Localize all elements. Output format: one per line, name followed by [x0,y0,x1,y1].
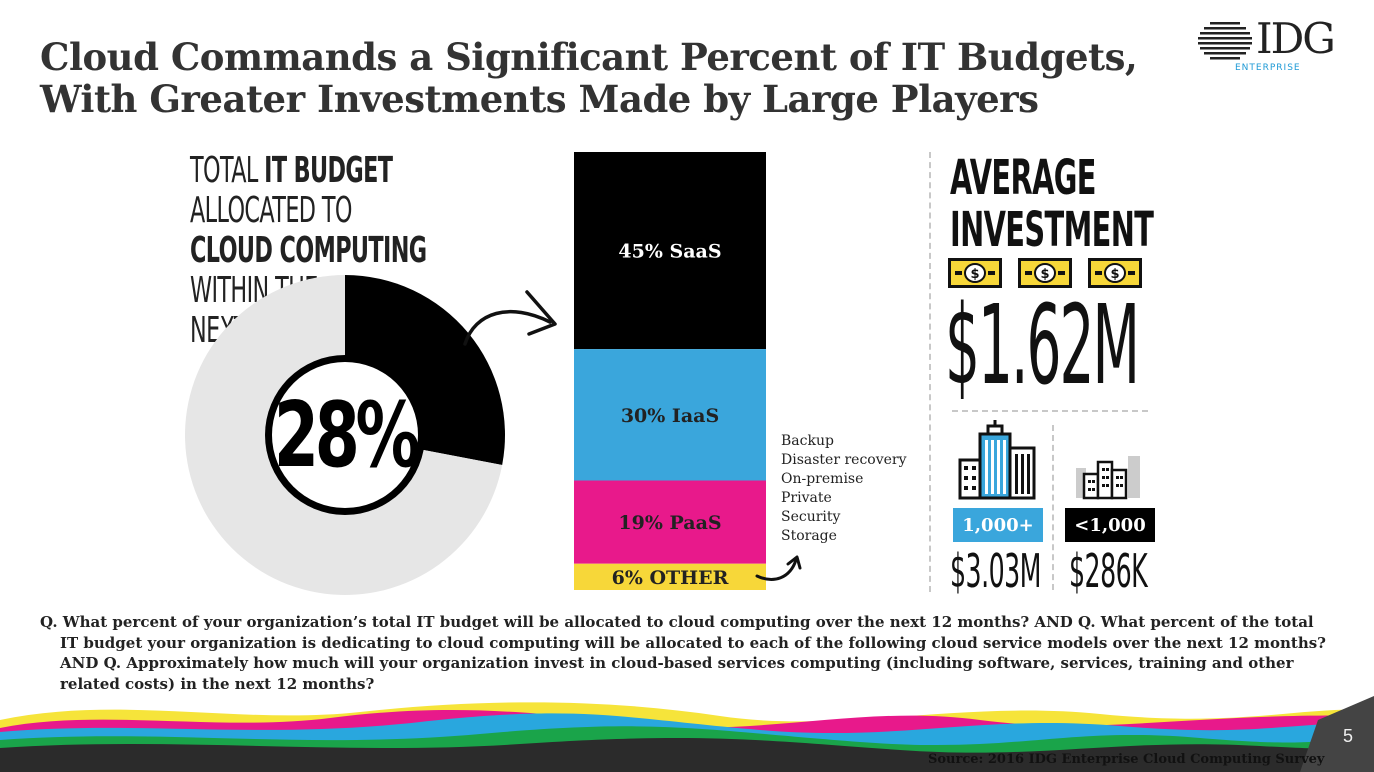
logo-sub-text: ENTERPRISE [1235,63,1301,73]
other-items-list: Backup Disaster recovery On-premise Private… [781,432,907,546]
large-value-text: $3.03M [950,544,1042,598]
title-line-2: With Greater Investments Made by Large P… [40,77,1039,121]
small-building-icon [1076,456,1140,500]
survey-question: Q. What percent of your organization’s t… [40,613,1326,693]
pie-center-hole [272,362,418,508]
stack-segment-label: 6% OTHER [612,567,729,589]
stack-segment [574,152,766,350]
other-item: Backup [781,433,834,449]
decorative-wave-band [0,696,1374,772]
large-company-value: $3.03M [950,546,1115,596]
stack-segment [574,480,766,564]
money-bill-icon: $ [948,258,1002,288]
money-icons: $ $ $ [948,258,1148,288]
company-size-divider [1052,425,1054,590]
investment-divider [952,410,1148,412]
small-arrow-icon [755,555,802,581]
stack-segment [574,349,766,481]
large-company-badge: 1,000+ [953,508,1043,542]
stack-segment-label: 19% PaaS [618,512,721,534]
source-note: Source: 2016 IDG Enterprise Cloud Comput… [928,752,1325,767]
idg-logo: IDG ENTERPRISE [1198,14,1358,78]
pie-heading-line-2: ALLOCATED TO [190,190,352,231]
title-line-1: Cloud Commands a Significant Percent of … [40,35,1138,79]
large-building-icon [958,420,1036,500]
other-item: Private [781,490,832,506]
pie-center-label: 28% [274,383,419,487]
cloud-model-stacked-bar: 45% SaaS 30% IaaS 19% PaaS 6% OTHER [574,152,766,590]
logo-main-text: IDG [1256,14,1336,63]
pie-heading-line-1b: IT BUDGET [264,150,393,191]
other-item: Disaster recovery [781,452,907,468]
stack-segment-label: 30% IaaS [621,405,719,427]
svg-text:$: $ [1040,267,1049,282]
other-item: On-premise [781,471,864,487]
small-company-badge: <1,000 [1065,508,1155,542]
small-company-value: $286K [1069,546,1211,596]
stack-segment-label: 45% SaaS [618,241,721,263]
curved-arrow-icon [463,290,557,346]
avg-title-line-1: AVERAGE [950,150,1096,206]
budget-pie-chart: 28% [185,275,505,595]
svg-text:$: $ [1110,267,1119,282]
small-value-text: $286K [1069,544,1148,598]
money-bill-icon: $ [1018,258,1072,288]
section-divider [929,152,931,592]
stack-segment [574,563,766,590]
avg-title-line-2: INVESTMENT [950,202,1154,258]
svg-text:$: $ [970,267,979,282]
average-investment-heading: AVERAGE INVESTMENT [950,150,1289,258]
money-bill-icon: $ [1088,258,1142,288]
slide-title: Cloud Commands a Significant Percent of … [40,36,1200,120]
pie-heading-line-1a: TOTAL [190,150,265,191]
globe-icon [1198,22,1252,60]
other-item: Storage [781,528,837,544]
pie-heading-line-3: CLOUD COMPUTING [190,230,427,271]
page-number: 5 [1343,726,1354,746]
avg-value-text: $1.62M [945,281,1140,409]
average-investment-value: $1.62M [945,290,1331,400]
other-item: Security [781,509,841,525]
